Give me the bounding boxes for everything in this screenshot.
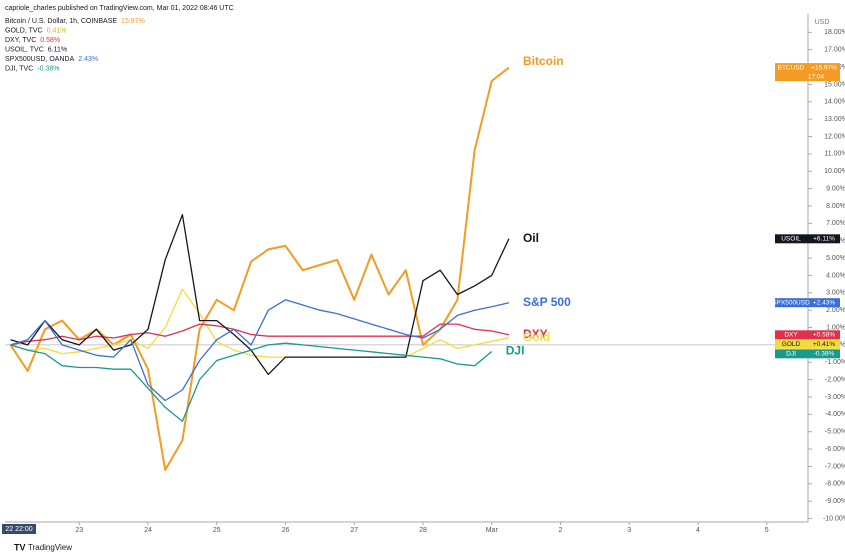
legend-value: 2.43%: [78, 56, 98, 63]
y-tick-label: 13.00%: [824, 116, 845, 123]
price-tag-value-bg: [808, 298, 840, 308]
y-tick-label: -9.00%: [825, 498, 845, 505]
price-tag: [775, 63, 808, 82]
legend-name: Bitcoin / U.S. Dollar, 1h, COINBASE: [5, 18, 117, 25]
price-tag-value: +0.41%: [813, 341, 835, 348]
price-tag-ticker: DXY: [784, 332, 798, 339]
x-tick-label: 26: [282, 527, 290, 534]
price-tag-value-bg: [808, 330, 840, 340]
legend-name: SPX500USD, OANDA: [5, 56, 75, 63]
legend-entry: SPX500USD, OANDA 2.43%: [5, 56, 98, 63]
price-tag-ticker: DJI: [786, 351, 796, 358]
price-tag: [775, 330, 808, 340]
y-tick-label: 4.00%: [826, 272, 845, 279]
legend-entry: Bitcoin / U.S. Dollar, 1h, COINBASE 15.97…: [5, 18, 145, 25]
price-tag-value-bg: [808, 234, 840, 244]
price-tag-value: +0.58%: [813, 332, 835, 339]
y-tick-label: 11.00%: [824, 151, 845, 158]
price-tag-value-bg: [808, 339, 840, 349]
footer-logo: TV: [14, 542, 26, 552]
legend-name: DXY, TVC: [5, 37, 36, 44]
y-tick-label: 12.00%: [824, 133, 845, 140]
y-tick-label: 2.00%: [826, 307, 845, 314]
price-tag-value: +6.11%: [813, 236, 835, 243]
legend-value: 6.11%: [48, 46, 67, 53]
y-tick-label: 1.00%: [826, 324, 845, 331]
price-tag-value-bg: [808, 63, 840, 82]
price-tag-ticker: SPX500USD: [772, 299, 810, 306]
y-tick-label: -1.00%: [825, 359, 845, 366]
legend-value: -0.38%: [37, 65, 59, 72]
legend-value: 15.97%: [121, 18, 145, 25]
end-label: Bitcoin: [523, 54, 564, 68]
x-tick-label: 27: [350, 527, 358, 534]
legend-entry: USOIL, TVC 6.11%: [5, 46, 67, 53]
price-tag-value: -0.38%: [814, 351, 835, 358]
y-tick-label: 5.00%: [826, 255, 845, 262]
y-tick-label: 8.00%: [826, 203, 845, 210]
x-tick-label: 23: [75, 527, 83, 534]
price-tag: [775, 234, 808, 244]
x-start-label: 22 22:00: [5, 526, 32, 533]
y-tick-label: 18.00%: [824, 29, 845, 36]
y-tick-label: -6.00%: [825, 446, 845, 453]
price-tag-note: 17:04: [808, 73, 825, 80]
x-cursor-tag: [2, 524, 36, 534]
price-tag: [775, 339, 808, 349]
y-tick-label: 14.00%: [824, 99, 845, 106]
x-tick-label: Mar: [486, 527, 499, 534]
price-tag-ticker: GOLD: [782, 341, 801, 348]
series-line: [10, 214, 510, 376]
legend-value: 0.41%: [47, 27, 67, 34]
legend-name: USOIL, TVC: [5, 46, 44, 53]
legend-entry: DXY, TVC 0.58%: [5, 37, 60, 44]
end-label: S&P 500: [523, 295, 571, 309]
end-label: DJI: [506, 344, 525, 358]
end-label: Gold: [523, 330, 550, 344]
x-tick-label: 25: [213, 527, 221, 534]
y-tick-label: -3.00%: [825, 394, 845, 401]
price-tag-ticker: USOIL: [781, 236, 801, 243]
series-line: [10, 299, 510, 402]
y-tick-label: 15.00%: [824, 81, 845, 88]
header: capriole_charles published on TradingVie…: [5, 5, 234, 12]
price-tag-ticker: BTCUSD: [778, 64, 805, 71]
legend-name: DJI, TVC: [5, 65, 33, 72]
footer: TradingView: [28, 543, 72, 552]
x-tick-label: 24: [144, 527, 152, 534]
y-tick-label: -8.00%: [825, 481, 845, 488]
x-tick-label: 4: [696, 527, 700, 534]
price-tag: [775, 349, 808, 359]
price-tag-value: +15.97%: [811, 64, 837, 71]
end-label: DXY: [523, 327, 548, 341]
x-tick-label: 28: [419, 527, 427, 534]
series-line: [10, 288, 510, 358]
price-tag-value-bg: [808, 349, 840, 359]
y-tick-label: -5.00%: [825, 429, 845, 436]
price-tag: [775, 298, 808, 308]
series-line: [10, 323, 510, 346]
x-tick-label: 5: [765, 527, 769, 534]
legend-name: GOLD, TVC: [5, 27, 43, 34]
series-line: [10, 342, 493, 422]
y-tick-label: -4.00%: [825, 411, 845, 418]
y-tick-label: 3.00%: [826, 290, 845, 297]
y-tick-label: 7.00%: [826, 220, 845, 227]
y-tick-label: -7.00%: [825, 463, 845, 470]
price-tag-value: +2.43%: [813, 299, 835, 306]
y-tick-label: -2.00%: [825, 376, 845, 383]
y-tick-label: 17.00%: [824, 47, 845, 54]
legend-entry: DJI, TVC -0.38%: [5, 65, 59, 72]
legend-entry: GOLD, TVC 0.41%: [5, 27, 66, 34]
x-tick-label: 2: [559, 527, 563, 534]
currency: USD: [815, 19, 830, 26]
y-tick-label: -10.00%: [823, 515, 845, 522]
y-tick-label: 10.00%: [824, 168, 845, 175]
end-label: Oil: [523, 231, 539, 245]
x-tick-label: 3: [627, 527, 631, 534]
y-tick-label: 9.00%: [826, 185, 845, 192]
legend-value: 0.58%: [40, 37, 60, 44]
